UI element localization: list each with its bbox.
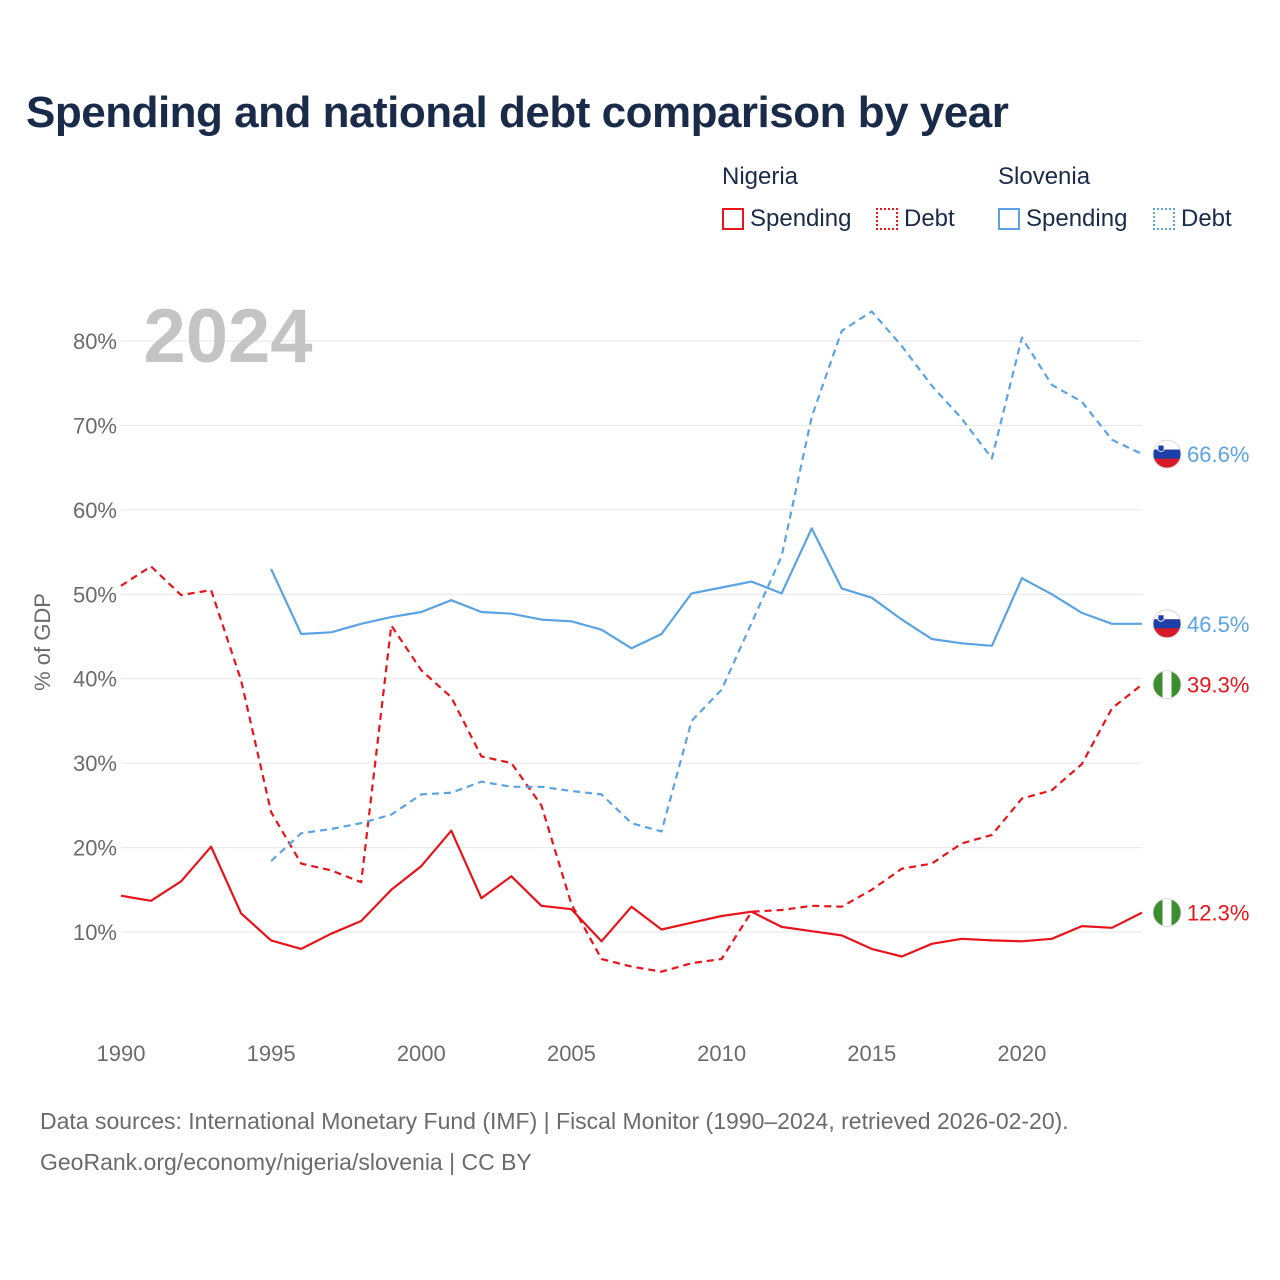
- x-tick-label: 2020: [997, 1041, 1046, 1066]
- y-tick-label: 80%: [73, 329, 117, 354]
- nigeria-spending-end-label: 12.3%: [1187, 901, 1249, 926]
- y-tick-label: 50%: [73, 582, 117, 607]
- legend-country-slovenia: Slovenia: [998, 163, 1091, 190]
- legend-label-slovenia-debt: Debt: [1181, 205, 1232, 232]
- nigeria-debt-end-label: 39.3%: [1187, 673, 1249, 698]
- nigeria-flag-icon: [1152, 898, 1182, 928]
- y-tick-label: 20%: [73, 836, 117, 861]
- legend-swatch-solid-blue: [998, 208, 1020, 230]
- y-axis-label: % of GDP: [30, 593, 55, 691]
- legend-swatch-dotted-red: [876, 208, 898, 230]
- x-tick-label: 2015: [847, 1041, 896, 1066]
- legend-item-nigeria-debt[interactable]: Debt: [876, 204, 955, 234]
- slovenia-flag-icon: [1152, 609, 1182, 639]
- legend-label-nigeria-spending: Spending: [750, 205, 852, 232]
- nigeria-spending-line: [120, 829, 1143, 958]
- x-tick-label: 2000: [397, 1041, 446, 1066]
- footer-credit: GeoRank.org/economy/nigeria/slovenia | C…: [40, 1149, 532, 1175]
- chart-title: Spending and national debt comparison by…: [26, 88, 1009, 137]
- y-tick-label: 40%: [73, 667, 117, 692]
- legend-item-slovenia-debt[interactable]: Debt: [1153, 204, 1232, 234]
- year-watermark: 2024: [143, 294, 312, 379]
- x-tick-label: 1990: [97, 1041, 146, 1066]
- legend-item-nigeria-spending[interactable]: Spending: [722, 204, 851, 234]
- legend-label-slovenia-spending: Spending: [1026, 205, 1128, 232]
- y-tick-label: 70%: [73, 413, 117, 438]
- slovenia-spending-end-label: 46.5%: [1187, 612, 1249, 637]
- y-tick-label: 60%: [73, 498, 117, 523]
- nigeria-debt-line: [120, 565, 1143, 973]
- y-tick-label: 10%: [73, 920, 117, 945]
- x-tick-label: 1995: [247, 1041, 296, 1066]
- y-tick-label: 30%: [73, 751, 117, 776]
- slovenia-spending-line: [270, 527, 1142, 650]
- nigeria-flag-icon: [1152, 670, 1182, 700]
- legend-swatch-dotted-blue: [1153, 208, 1175, 230]
- legend-label-nigeria-debt: Debt: [904, 205, 955, 232]
- footer-sources: Data sources: International Monetary Fun…: [40, 1108, 1069, 1134]
- legend-item-slovenia-spending[interactable]: Spending: [998, 204, 1127, 234]
- legend-swatch-solid-red: [722, 208, 744, 230]
- slovenia-debt-line: [270, 310, 1143, 862]
- x-tick-label: 2010: [697, 1041, 746, 1066]
- x-tick-label: 2005: [547, 1041, 596, 1066]
- slovenia-debt-end-label: 66.6%: [1187, 442, 1249, 467]
- legend-country-nigeria: Nigeria: [722, 163, 799, 190]
- slovenia-flag-icon: [1152, 439, 1182, 469]
